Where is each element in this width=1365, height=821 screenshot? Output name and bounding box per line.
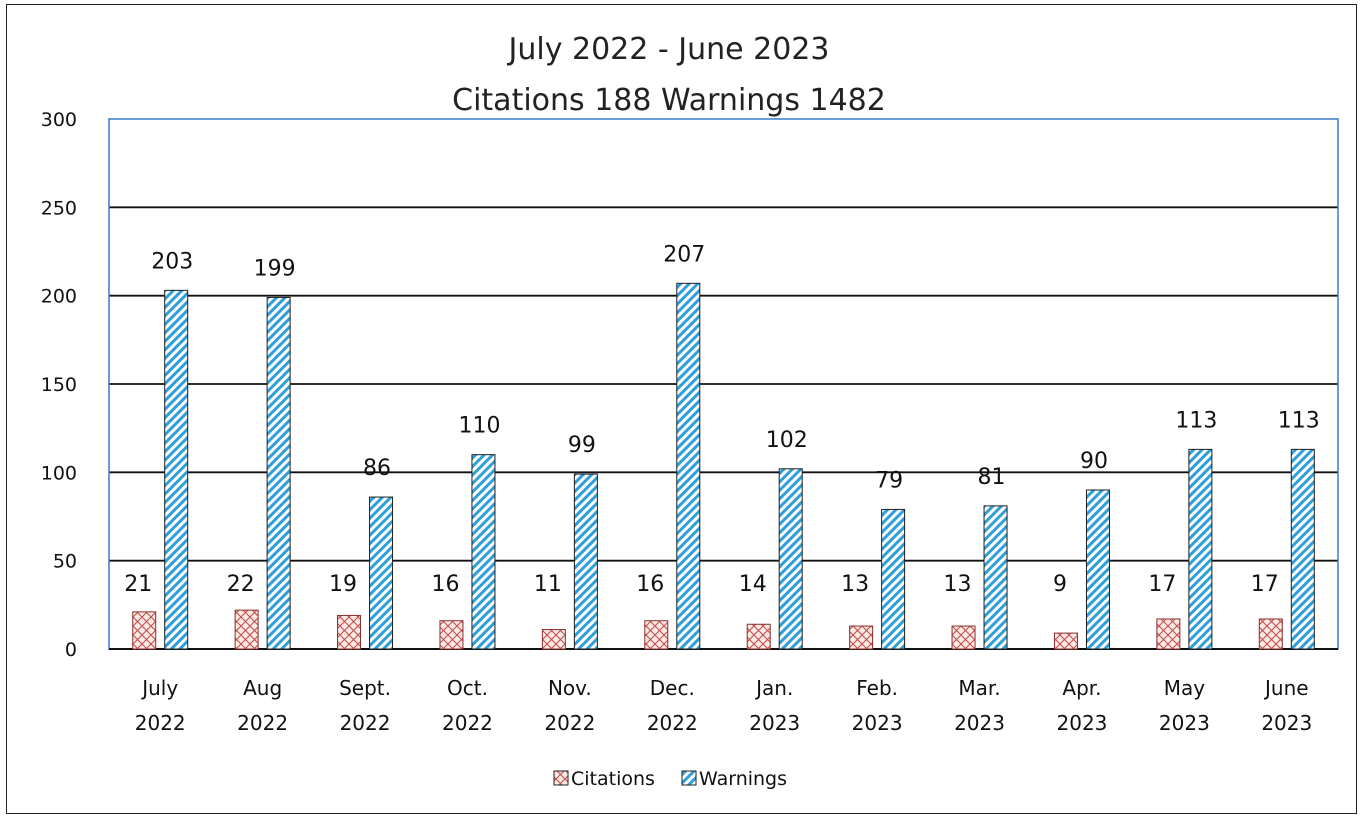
data-label-warnings: 79 (875, 468, 903, 493)
legend-swatch-warnings (681, 770, 697, 786)
chart-title-line-1: July 2022 - June 2023 (507, 32, 830, 67)
data-label-citations: 16 (431, 572, 459, 597)
data-label-citations: 11 (534, 572, 562, 597)
bar-warnings (983, 505, 1008, 650)
bar-warnings (471, 454, 496, 650)
x-tick-label: Sept. (339, 676, 391, 700)
x-tick-label: 2022 (135, 711, 186, 735)
data-label-citations: 16 (636, 572, 664, 597)
x-tick-label: 2023 (749, 711, 800, 735)
y-tick-label: 200 (41, 286, 77, 308)
x-tick-label: 2023 (954, 711, 1005, 735)
data-label-citations: 17 (1251, 572, 1279, 597)
bar-warnings (1290, 448, 1315, 650)
data-label-warnings: 110 (458, 414, 500, 439)
bar-warnings (164, 289, 189, 650)
y-tick-label: 150 (41, 374, 77, 396)
y-axis: 0 50 100 150 200 250 300 (41, 109, 77, 661)
bar-citations (439, 620, 464, 650)
data-label-citations: 19 (329, 572, 357, 597)
x-tick-label: 2022 (647, 711, 698, 735)
data-label-warnings: 90 (1080, 449, 1108, 474)
bar-warnings (266, 296, 291, 650)
chart-svg: July 2022 - June 2023 Citations 188 Warni… (41, 32, 1339, 790)
x-tick-label: June (1263, 676, 1309, 700)
x-axis: July 2022 Aug 2022 Sept. 2022 Oct. 2022 Nov. 2022… (135, 676, 1312, 735)
bar-citations (951, 625, 976, 650)
data-label-warnings: 113 (1175, 408, 1217, 433)
chart-title: July 2022 - June 2023 Citations 188 Warni… (452, 32, 886, 118)
data-label-citations: 21 (124, 572, 152, 597)
bar-citations (1258, 618, 1283, 650)
bar-citations (746, 623, 771, 650)
y-tick-label: 50 (53, 551, 77, 573)
x-tick-label: 2022 (237, 711, 288, 735)
legend-label-citations: Citations (571, 768, 655, 790)
data-label-warnings: 113 (1278, 408, 1320, 433)
bar-warnings (573, 473, 598, 650)
x-tick-label: 2023 (1261, 711, 1312, 735)
data-labels: 21 203 22 199 19 86 16 110 11 99 16 207 14 102 13 79 13 8… (124, 242, 1320, 597)
data-label-warnings: 81 (978, 465, 1006, 490)
x-tick-label: Nov. (548, 676, 592, 700)
data-label-warnings: 199 (254, 256, 296, 281)
y-tick-label: 300 (41, 109, 77, 131)
data-label-warnings: 86 (363, 456, 391, 481)
data-label-citations: 9 (1053, 572, 1067, 597)
x-tick-label: Apr. (1062, 676, 1101, 700)
x-tick-label: Dec. (650, 676, 695, 700)
bar-warnings (1085, 489, 1110, 650)
bar-citations (132, 611, 157, 650)
bar-warnings (778, 468, 803, 650)
legend-label-warnings: Warnings (699, 768, 787, 790)
chart-frame: July 2022 - June 2023 Citations 188 Warni… (6, 4, 1357, 814)
legend-swatch-citations (553, 770, 569, 786)
x-tick-label: 2022 (544, 711, 595, 735)
chart-title-line-2: Citations 188 Warnings 1482 (452, 83, 886, 118)
x-tick-label: 2022 (340, 711, 391, 735)
data-label-citations: 13 (944, 572, 972, 597)
bar-citations (1156, 618, 1181, 650)
x-tick-label: Mar. (958, 676, 1000, 700)
legend: Citations Warnings (553, 768, 787, 790)
x-tick-label: Oct. (447, 676, 488, 700)
x-tick-label: 2022 (442, 711, 493, 735)
bar-warnings (369, 496, 394, 650)
bar-citations (234, 609, 259, 650)
bar-citations (849, 625, 874, 650)
bar-citations (644, 620, 669, 650)
gridlines (108, 118, 1339, 650)
bar-warnings (881, 508, 906, 650)
y-tick-label: 250 (41, 197, 77, 219)
x-tick-label: Feb. (856, 676, 898, 700)
x-tick-label: May (1164, 676, 1206, 700)
x-tick-label: 2023 (1057, 711, 1108, 735)
bar-citations (1053, 632, 1078, 650)
data-label-citations: 14 (739, 572, 767, 597)
x-tick-label: 2023 (852, 711, 903, 735)
bar-citations (541, 629, 566, 650)
y-tick-label: 0 (65, 639, 77, 661)
bar-warnings (676, 282, 701, 650)
y-tick-label: 100 (41, 462, 77, 484)
data-label-citations: 13 (841, 572, 869, 597)
x-tick-label: Jan. (754, 676, 793, 700)
data-label-citations: 22 (227, 572, 255, 597)
data-label-warnings: 203 (151, 249, 193, 274)
bar-citations (337, 614, 362, 650)
data-label-citations: 17 (1148, 572, 1176, 597)
bars (132, 282, 1315, 650)
data-label-warnings: 207 (663, 242, 705, 267)
bar-warnings (1188, 448, 1213, 650)
data-label-warnings: 99 (568, 433, 596, 458)
data-label-warnings: 102 (766, 428, 808, 453)
x-tick-label: Aug (243, 676, 282, 700)
x-tick-label: 2023 (1159, 711, 1210, 735)
x-tick-label: July (140, 676, 178, 700)
